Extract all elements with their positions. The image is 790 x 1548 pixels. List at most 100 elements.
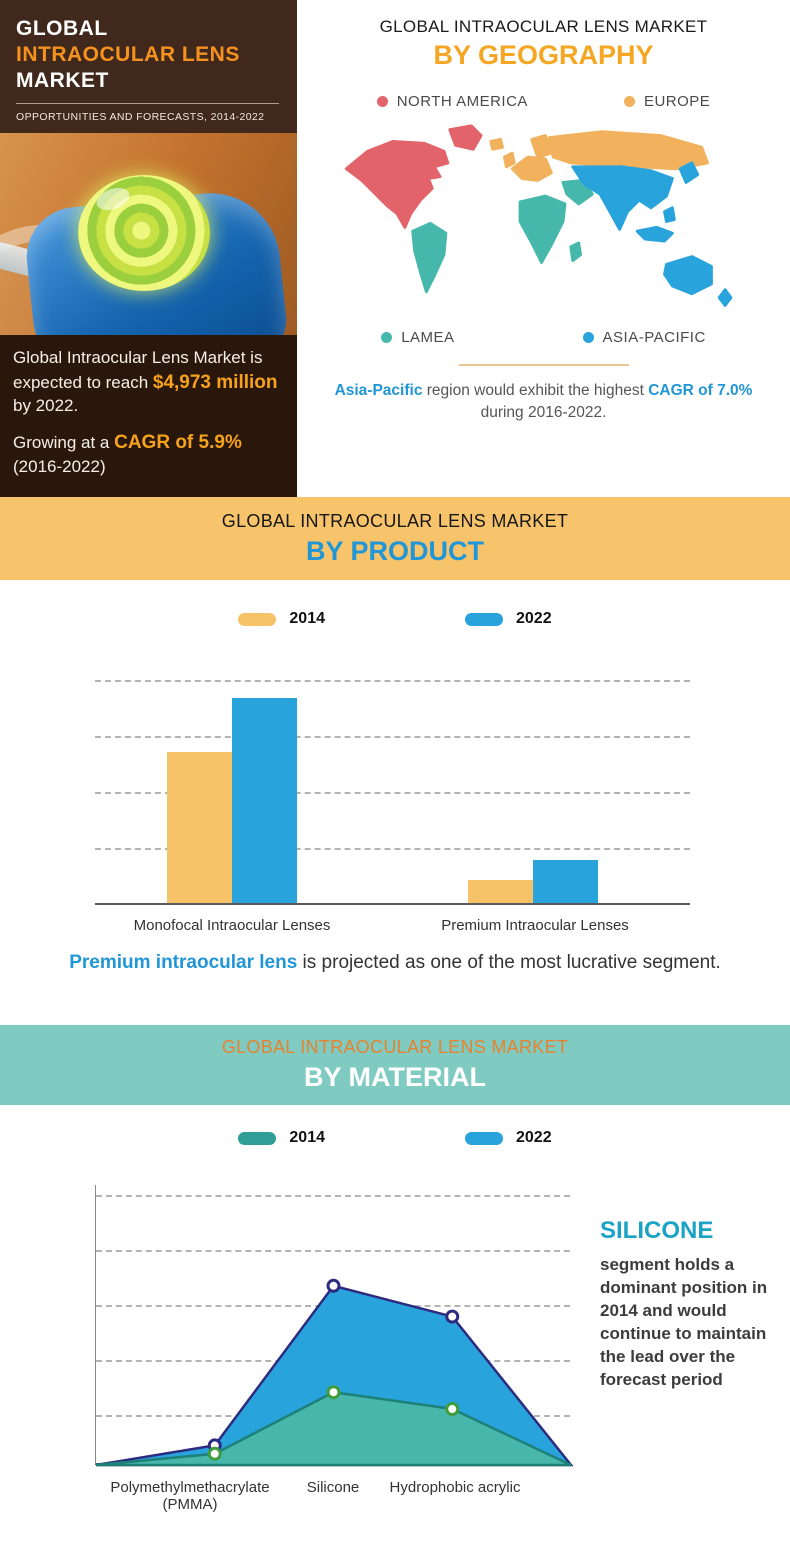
market-facts: Global Intraocular Lens Market is expect… bbox=[0, 335, 297, 497]
legend-label: 2014 bbox=[289, 1129, 325, 1146]
material-banner: GLOBAL INTRAOCULAR LENS MARKET BY MATERI… bbox=[0, 1025, 790, 1105]
bar-premium-2014 bbox=[468, 880, 533, 903]
bar-plot bbox=[95, 680, 690, 905]
header-divider bbox=[16, 103, 279, 104]
product-chart-section: 2014 2022 Monofocal Intraocular Lenses P… bbox=[0, 580, 790, 1025]
bar-premium-2022 bbox=[533, 860, 598, 903]
region-new-zealand bbox=[717, 288, 733, 307]
asia-pacific-dot-icon bbox=[582, 332, 594, 343]
legend-lamea: LAMEA bbox=[381, 329, 454, 346]
category-label-pmma: Polymethylmethacrylate (PMMA) bbox=[110, 1479, 270, 1513]
geography-panel: GLOBAL INTRAOCULAR LENS MARKET BY GEOGRA… bbox=[297, 0, 790, 497]
geography-note-divider bbox=[458, 364, 629, 366]
material-banner-subtitle: BY MATERIAL bbox=[304, 1062, 486, 1092]
cagr-7-highlight: CAGR of 7.0% bbox=[648, 382, 753, 399]
legend-2014: 2014 bbox=[238, 610, 325, 628]
region-russia bbox=[547, 130, 709, 171]
geography-legend-bottom: LAMEA ASIA-PACIFIC bbox=[297, 329, 790, 346]
title-line-global: GLOBAL bbox=[16, 17, 108, 40]
region-british-isles bbox=[502, 151, 516, 169]
product-banner: GLOBAL INTRAOCULAR LENS MARKET BY PRODUC… bbox=[0, 497, 790, 580]
legend-2014-swatch bbox=[238, 612, 277, 626]
header-subtitle: OPPORTUNITIES AND FORECASTS, 2014-2022 bbox=[16, 111, 265, 123]
gridline bbox=[96, 1250, 570, 1252]
header-title-box: GLOBAL INTRAOCULAR LENS MARKET OPPORTUNI… bbox=[0, 0, 297, 133]
legend-asia-pacific: ASIA-PACIFIC bbox=[582, 329, 706, 346]
region-asia bbox=[571, 165, 674, 231]
geography-legend-top: NORTH AMERICA EUROPE bbox=[297, 93, 790, 110]
bar-monofocal-2014 bbox=[167, 752, 232, 903]
fact-market-size: Global Intraocular Lens Market is expect… bbox=[13, 348, 278, 415]
legend-label: 2022 bbox=[516, 610, 552, 627]
callout-title: SILICONE bbox=[600, 1217, 714, 1244]
premium-highlight: Premium intraocular lens bbox=[69, 952, 298, 973]
material-chart-legend: 2014 2022 bbox=[0, 1129, 790, 1147]
legend-label: ASIA-PACIFIC bbox=[602, 329, 706, 346]
product-photo bbox=[0, 133, 297, 335]
bar-group-premium bbox=[468, 860, 598, 903]
area-chart-svg bbox=[95, 1278, 574, 1467]
region-indonesia bbox=[635, 225, 674, 243]
gridline bbox=[95, 848, 690, 850]
material-banner-title: GLOBAL INTRAOCULAR LENS MARKET bbox=[221, 1037, 569, 1057]
lamea-dot-icon bbox=[381, 332, 393, 343]
region-australia bbox=[663, 255, 713, 296]
gridline bbox=[96, 1195, 570, 1197]
asia-pacific-highlight: Asia-Pacific bbox=[334, 382, 423, 399]
product-chart-legend: 2014 2022 bbox=[0, 610, 790, 628]
legend-2022: 2022 bbox=[465, 1129, 552, 1147]
top-section: GLOBAL INTRAOCULAR LENS MARKET OPPORTUNI… bbox=[0, 0, 790, 497]
title-line-intraocular-lens: INTRAOCULAR LENS bbox=[16, 43, 240, 66]
legend-label: 2022 bbox=[516, 1129, 552, 1146]
market-size-highlight: $4,973 million bbox=[152, 371, 278, 393]
category-label-monofocal: Monofocal Intraocular Lenses bbox=[133, 917, 331, 934]
legend-europe: EUROPE bbox=[623, 93, 711, 110]
region-japan bbox=[678, 161, 700, 184]
geography-subtitle: BY GEOGRAPHY bbox=[433, 40, 654, 70]
region-greenland bbox=[448, 124, 483, 151]
legend-label: EUROPE bbox=[643, 93, 711, 110]
left-column: GLOBAL INTRAOCULAR LENS MARKET OPPORTUNI… bbox=[0, 0, 297, 497]
region-europe bbox=[510, 155, 553, 182]
product-banner-title: GLOBAL INTRAOCULAR LENS MARKET bbox=[221, 511, 569, 531]
legend-2022-swatch bbox=[465, 1131, 503, 1145]
intraocular-lens-shape bbox=[78, 175, 210, 291]
legend-label: NORTH AMERICA bbox=[396, 93, 528, 110]
silicone-callout: SILICONE segment holds a dominant positi… bbox=[600, 1217, 780, 1392]
region-north-america bbox=[344, 139, 450, 229]
region-iceland bbox=[489, 138, 504, 151]
legend-label: 2014 bbox=[289, 610, 325, 627]
europe-dot-icon bbox=[623, 96, 635, 107]
geography-title: GLOBAL INTRAOCULAR LENS MARKET bbox=[379, 17, 708, 36]
product-note: Premium intraocular lens is projected as… bbox=[69, 952, 721, 973]
region-south-america bbox=[411, 221, 448, 294]
world-map bbox=[344, 124, 733, 307]
bar-group-monofocal bbox=[167, 698, 297, 903]
region-madagascar bbox=[569, 241, 583, 262]
region-philippines bbox=[663, 206, 676, 223]
legend-2014: 2014 bbox=[238, 1129, 325, 1147]
cagr-highlight: CAGR of 5.9% bbox=[114, 432, 242, 454]
gridline bbox=[95, 792, 690, 794]
fact-cagr: Growing at a CAGR of 5.9% (2016-2022) bbox=[13, 432, 242, 476]
title-line-market: MARKET bbox=[16, 69, 109, 92]
area-plot bbox=[95, 1185, 574, 1467]
gridline bbox=[95, 680, 690, 682]
legend-label: LAMEA bbox=[401, 329, 455, 346]
legend-2022: 2022 bbox=[465, 610, 552, 628]
legend-north-america: NORTH AMERICA bbox=[376, 93, 528, 110]
region-africa bbox=[518, 194, 567, 264]
category-label-silicone: Silicone bbox=[306, 1479, 360, 1496]
callout-body: segment holds a dominant position in 201… bbox=[600, 1255, 768, 1389]
category-label-hydrophobic: Hydrophobic acrylic bbox=[389, 1479, 521, 1496]
gridline bbox=[95, 736, 690, 738]
legend-2022-swatch bbox=[465, 612, 503, 626]
geography-note: Asia-Pacific region would exhibit the hi… bbox=[334, 382, 753, 422]
material-chart-section: 2014 2022 Polymethylmethacrylate (PMMA) … bbox=[0, 1105, 790, 1548]
area-category-labels: Polymethylmethacrylate (PMMA) Silicone H… bbox=[95, 1479, 570, 1519]
product-banner-subtitle: BY PRODUCT bbox=[305, 536, 485, 566]
bar-category-labels: Monofocal Intraocular Lenses Premium Int… bbox=[95, 917, 690, 939]
category-label-premium: Premium Intraocular Lenses bbox=[441, 917, 629, 934]
north-america-dot-icon bbox=[376, 96, 388, 107]
bar-monofocal-2022 bbox=[232, 698, 297, 903]
